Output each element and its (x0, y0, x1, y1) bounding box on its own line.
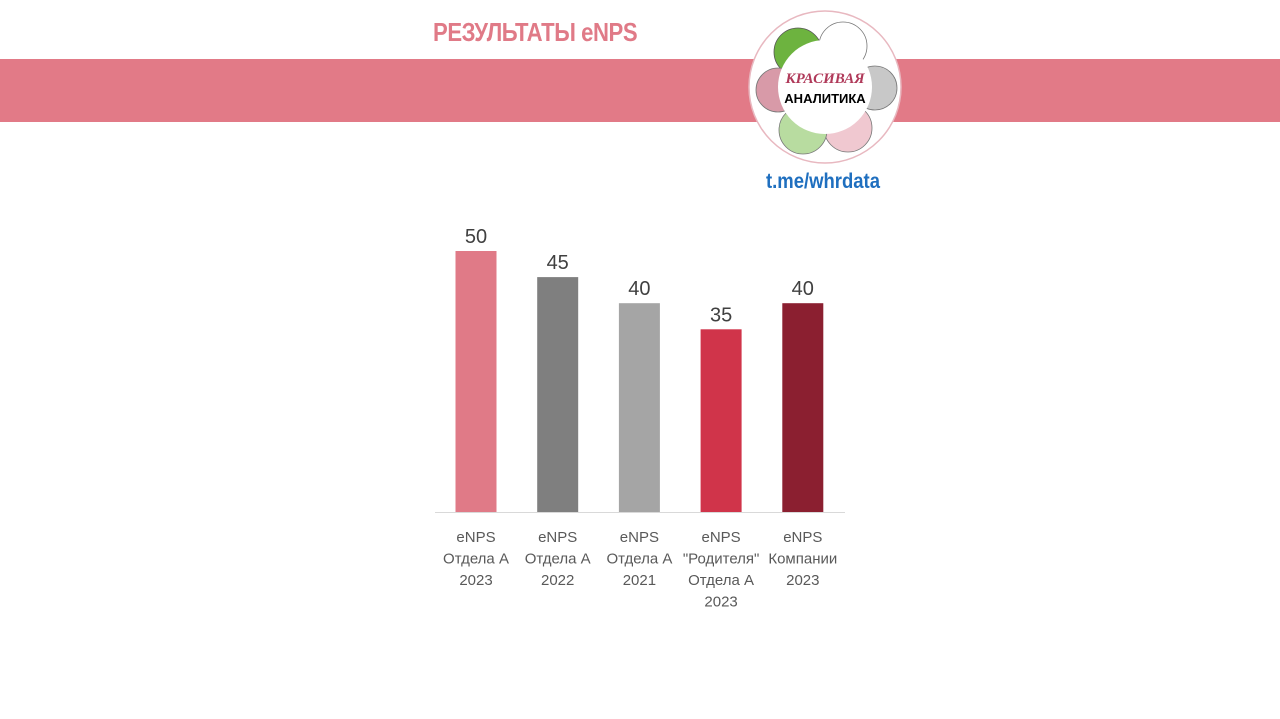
bar (700, 329, 742, 512)
telegram-link[interactable]: t.me/whrdata (766, 170, 880, 193)
x-tick-label: Компании (768, 551, 837, 568)
data-label: 40 (792, 278, 814, 300)
bar (782, 303, 824, 512)
logo: КРАСИВАЯ АНАЛИТИКА (748, 10, 902, 164)
x-tick-label: "Родителя" (683, 551, 760, 568)
x-tick-label: Отдела А (606, 551, 672, 568)
x-tick-label: 2023 (459, 572, 492, 589)
x-tick-label: eNPS (538, 529, 577, 546)
logo-line1: КРАСИВАЯ (784, 71, 865, 87)
x-tick-label: Отдела А (443, 551, 509, 568)
x-tick-label: eNPS (620, 529, 659, 546)
x-tick-label: Отдела А (688, 572, 754, 589)
page-title: РЕЗУЛЬТАТЫ eNPS (433, 17, 638, 47)
x-tick-label: 2021 (623, 572, 656, 589)
data-label: 50 (465, 226, 487, 248)
data-label: 45 (547, 252, 569, 274)
logo-line2: АНАЛИТИКА (784, 91, 866, 106)
data-label: 35 (710, 304, 732, 326)
x-tick-label: Отдела А (525, 551, 591, 568)
data-label: 40 (628, 278, 650, 300)
x-tick-label: eNPS (456, 529, 495, 546)
x-tick-label: eNPS (783, 529, 822, 546)
x-tick-label: 2022 (541, 572, 574, 589)
header-band (0, 59, 1280, 122)
bar (455, 251, 497, 512)
x-tick-label: 2023 (786, 572, 819, 589)
bar (618, 303, 660, 512)
bar (537, 277, 579, 512)
x-tick-label: 2023 (704, 594, 737, 611)
x-tick-label: eNPS (702, 529, 741, 546)
